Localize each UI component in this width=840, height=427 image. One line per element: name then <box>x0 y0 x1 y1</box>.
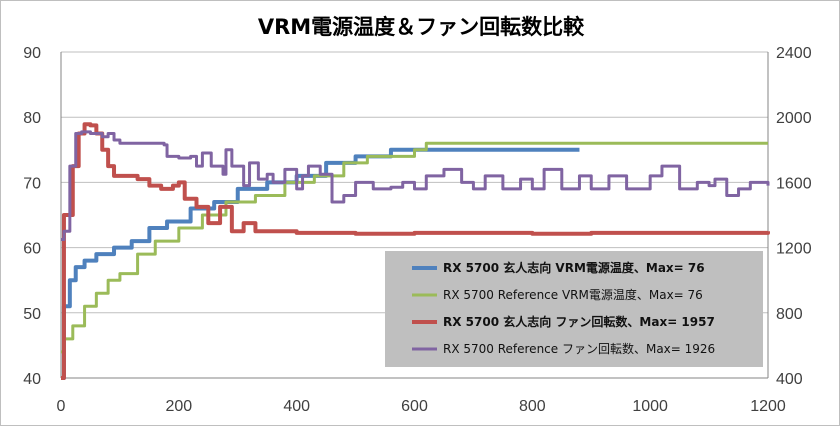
y-right-tick-label: 2000 <box>776 110 812 127</box>
y-right-tick-label: 400 <box>776 371 803 388</box>
x-tick-label: 800 <box>519 398 546 415</box>
x-tick-label: 400 <box>283 398 310 415</box>
series-line-4 <box>61 130 770 241</box>
y-right-tick-label: 800 <box>776 306 803 323</box>
y-left-tick-label: 80 <box>23 110 41 127</box>
legend-label-1: RX 5700 玄人志向 VRM電源温度、Max= 76 <box>443 260 705 275</box>
x-tick-label: 1200 <box>750 398 786 415</box>
series-line-3 <box>61 122 770 380</box>
x-tick-label: 0 <box>57 398 66 415</box>
x-tick-label: 1000 <box>632 398 668 415</box>
y-right-tick-label: 1200 <box>776 241 812 258</box>
legend-box <box>385 251 763 367</box>
legend-label-4: RX 5700 Reference ファン回転数、Max= 1926 <box>443 341 715 356</box>
y-left-tick-label: 40 <box>23 371 41 388</box>
series-lines <box>61 122 770 380</box>
x-tick-label: 600 <box>401 398 428 415</box>
y-left-tick-label: 50 <box>23 306 41 323</box>
legend: RX 5700 玄人志向 VRM電源温度、Max= 76 RX 5700 Refe… <box>385 251 763 367</box>
x-tick-label: 200 <box>165 398 192 415</box>
legend-label-3: RX 5700 玄人志向 ファン回転数、Max= 1957 <box>443 314 715 329</box>
y-left-tick-label: 60 <box>23 241 41 258</box>
chart-title: VRM電源温度＆ファン回転数比較 <box>258 15 585 39</box>
y-right-tick-label: 2400 <box>776 45 812 62</box>
y-left-tick-label: 70 <box>23 175 41 192</box>
series-line-1 <box>61 147 580 380</box>
legend-label-2: RX 5700 Reference VRM電源温度、Max= 76 <box>443 287 703 302</box>
y-right-tick-label: 1600 <box>776 175 812 192</box>
axes: 40 50 60 70 80 90 400 800 1200 1600 2000 2400 0 200 40… <box>23 45 811 415</box>
y-left-tick-label: 90 <box>23 45 41 62</box>
